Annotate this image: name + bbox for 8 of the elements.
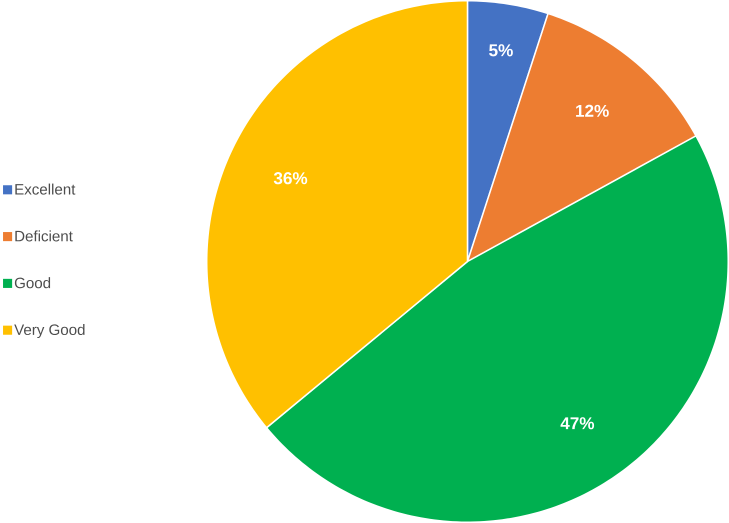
legend-label: Very Good [14,324,85,338]
data-label: 12% [576,104,609,117]
data-label: 47% [560,417,594,430]
legend-label: Deficient [15,230,73,242]
data-label: 5% [489,44,513,56]
legend-label: Excellent [15,184,76,195]
data-label: 36% [274,172,308,184]
legend-label: Good [14,277,50,288]
